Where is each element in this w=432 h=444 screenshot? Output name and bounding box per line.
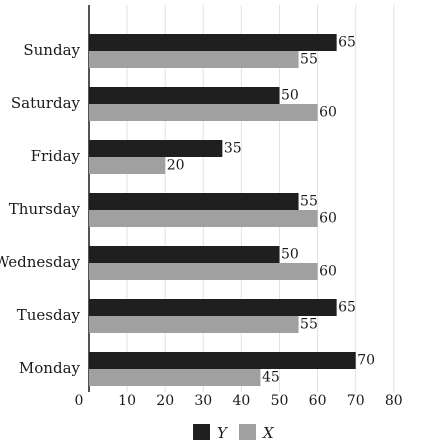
- category-label-tuesday: Tuesday: [17, 306, 81, 324]
- bar-X-wednesday: [89, 263, 318, 280]
- legend-swatch-Y: [193, 424, 210, 440]
- x-tick-labels: 0 10 20 30 40 50 60 70 80: [75, 393, 403, 409]
- bar-Y-friday: [89, 140, 223, 157]
- category-label-friday: Friday: [31, 147, 81, 165]
- value-label-X-friday: 20: [167, 158, 185, 174]
- bar-Y-saturday: [89, 87, 280, 104]
- bar-X-sunday: [89, 51, 299, 68]
- value-label-X-thursday: 60: [319, 211, 337, 227]
- value-label-X-saturday: 60: [319, 105, 337, 121]
- value-label-X-tuesday: 55: [300, 317, 318, 333]
- x-tick-label-20: 20: [156, 393, 174, 409]
- value-label-X-wednesday: 60: [319, 264, 337, 280]
- bar-X-monday: [89, 369, 261, 386]
- value-label-X-monday: 45: [262, 370, 280, 386]
- legend-label-Y: Y: [217, 424, 229, 442]
- value-label-Y-tuesday: 65: [338, 300, 356, 316]
- legend-label-X: X: [262, 424, 275, 442]
- x-tick-label-30: 30: [194, 393, 212, 409]
- value-label-X-sunday: 55: [300, 52, 318, 68]
- bar-Y-thursday: [89, 193, 299, 210]
- x-tick-label-0: 0: [75, 393, 84, 409]
- value-label-Y-saturday: 50: [281, 88, 299, 104]
- bar-Y-sunday: [89, 34, 337, 51]
- x-tick-label-70: 70: [347, 393, 365, 409]
- bar-Y-wednesday: [89, 246, 280, 263]
- bar-X-saturday: [89, 104, 318, 121]
- value-label-Y-wednesday: 50: [281, 247, 299, 263]
- category-labels: Sunday Saturday Friday Thursday Wednesday Tue…: [0, 41, 81, 377]
- x-tick-label-80: 80: [385, 393, 403, 409]
- category-label-thursday: Thursday: [9, 200, 81, 218]
- bar-X-tuesday: [89, 316, 299, 333]
- category-label-sunday: Sunday: [23, 41, 80, 59]
- x-tick-label-10: 10: [118, 393, 136, 409]
- value-label-Y-friday: 35: [224, 141, 242, 157]
- category-label-monday: Monday: [19, 359, 81, 377]
- category-label-wednesday: Wednesday: [0, 253, 81, 271]
- value-label-Y-sunday: 65: [338, 35, 356, 51]
- value-label-Y-monday: 70: [357, 353, 375, 369]
- x-tick-label-40: 40: [232, 393, 250, 409]
- bar-Y-monday: [89, 352, 356, 369]
- bar-X-thursday: [89, 210, 318, 227]
- x-tick-label-60: 60: [309, 393, 327, 409]
- bar-X-friday: [89, 157, 166, 174]
- bar-Y-tuesday: [89, 299, 337, 316]
- category-label-saturday: Saturday: [11, 94, 81, 112]
- x-tick-label-50: 50: [271, 393, 289, 409]
- legend-swatch-X: [239, 424, 256, 440]
- value-label-Y-thursday: 55: [300, 194, 318, 210]
